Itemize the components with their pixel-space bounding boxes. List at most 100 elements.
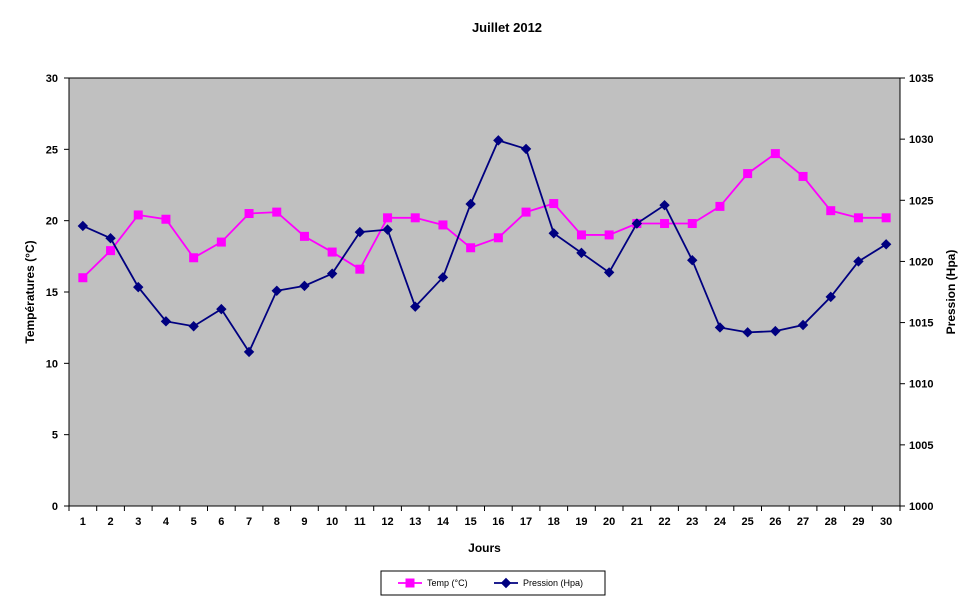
legend-label-pression: Pression (Hpa)	[523, 578, 583, 588]
y-axis-label-right: Pression (Hpa)	[944, 250, 958, 335]
x-tick-label: 2	[107, 516, 113, 528]
data-point-temp	[466, 243, 476, 253]
x-tick-label: 30	[880, 516, 892, 528]
data-point-temp	[660, 219, 670, 229]
left-tick-label: 10	[46, 358, 58, 370]
x-tick-label: 11	[354, 516, 366, 528]
data-point-pression	[354, 226, 366, 238]
x-tick-label: 9	[301, 516, 307, 528]
data-point-pression	[133, 281, 144, 293]
data-point-temp	[743, 169, 753, 179]
right-tick-label: 1015	[909, 318, 933, 330]
left-tick-label: 5	[52, 430, 58, 442]
data-point-temp	[853, 213, 863, 223]
chart-title: Juillet 2012	[472, 20, 542, 35]
data-point-pression	[687, 254, 698, 266]
x-tick-label: 19	[575, 516, 587, 528]
data-point-pression	[160, 316, 172, 327]
series-line-temp	[82, 152, 887, 279]
right-tick-label: 1005	[909, 440, 933, 452]
x-tick-label: 20	[603, 516, 615, 528]
x-tick-label: 29	[852, 516, 864, 528]
x-tick-label: 15	[465, 516, 477, 528]
data-point-temp	[493, 233, 503, 243]
data-point-pression	[797, 319, 809, 331]
data-point-pression	[465, 198, 476, 210]
data-point-temp	[106, 246, 116, 256]
x-tick-label: 23	[686, 516, 698, 528]
left-tick-label: 30	[46, 73, 58, 85]
data-point-temp	[355, 264, 365, 274]
data-point-pression	[326, 268, 338, 279]
data-point-pression	[105, 232, 116, 244]
data-point-pression	[825, 291, 836, 303]
data-point-pression	[659, 199, 670, 211]
x-tick-label: 1	[80, 516, 86, 528]
data-point-temp	[687, 219, 697, 229]
data-point-temp	[327, 247, 337, 257]
left-tick-label: 15	[46, 287, 58, 299]
data-point-pression	[770, 325, 781, 337]
data-point-pression	[299, 280, 310, 292]
data-point-pression	[853, 256, 864, 267]
data-point-pression	[576, 247, 587, 259]
left-axis: 0 5 10 15 20 25 30	[46, 73, 70, 513]
x-tick-label: 5	[191, 516, 197, 528]
data-point-pression	[631, 218, 643, 229]
data-point-temp	[133, 210, 143, 220]
plot-area	[68, 77, 901, 507]
data-point-pression	[243, 346, 255, 358]
data-point-pression	[216, 303, 227, 315]
x-tick-label: 21	[631, 516, 643, 528]
series-layer	[77, 135, 892, 358]
data-point-temp	[272, 207, 282, 217]
x-tick-label: 22	[658, 516, 670, 528]
data-point-temp	[826, 206, 836, 216]
data-point-temp	[715, 201, 725, 211]
right-tick-label: 1010	[909, 379, 933, 391]
x-tick-label: 17	[520, 516, 532, 528]
data-point-temp	[798, 171, 808, 181]
x-tick-label: 18	[548, 516, 560, 528]
data-point-temp	[383, 213, 393, 223]
x-tick-label: 7	[246, 516, 252, 528]
data-point-temp	[521, 207, 531, 217]
series-pression	[77, 135, 892, 358]
right-tick-label: 1025	[909, 195, 933, 207]
x-tick-label: 12	[381, 516, 393, 528]
right-axis: 1000 1005 1010 1015 1020 1025 1030 1035	[899, 73, 933, 513]
x-tick-label: 14	[437, 516, 450, 528]
x-tick-label: 27	[797, 516, 809, 528]
right-tick-label: 1000	[909, 501, 933, 513]
legend-marker-temp	[405, 578, 415, 588]
x-tick-label: 10	[326, 516, 338, 528]
data-point-temp	[604, 230, 614, 240]
x-tick-label: 4	[163, 516, 170, 528]
legend: Temp (°C) Pression (Hpa)	[380, 570, 606, 596]
x-axis-label: Jours	[468, 541, 501, 555]
data-point-pression	[493, 135, 504, 146]
data-point-pression	[742, 327, 753, 338]
data-point-temp	[299, 231, 309, 241]
legend-label-temp: Temp (°C)	[427, 578, 468, 588]
left-tick-label: 20	[46, 216, 58, 228]
y-axis-label-left: Températures (°C)	[23, 240, 37, 343]
data-point-temp	[770, 149, 780, 159]
data-point-temp	[549, 199, 559, 209]
data-point-pression	[603, 267, 615, 278]
data-point-pression	[271, 285, 282, 296]
data-point-pression	[520, 143, 532, 155]
x-tick-label: 3	[135, 516, 141, 528]
data-point-temp	[244, 209, 254, 219]
x-tick-label: 28	[825, 516, 837, 528]
data-point-temp	[881, 213, 891, 223]
legend-entry-pression: Pression (Hpa)	[494, 577, 583, 589]
data-point-pression	[714, 322, 726, 333]
data-point-pression	[548, 228, 559, 239]
x-tick-label: 24	[714, 516, 727, 528]
data-point-temp	[576, 230, 586, 240]
data-point-temp	[216, 237, 226, 247]
right-tick-label: 1030	[909, 134, 933, 146]
data-point-temp	[438, 220, 448, 230]
left-tick-label: 25	[46, 144, 58, 156]
